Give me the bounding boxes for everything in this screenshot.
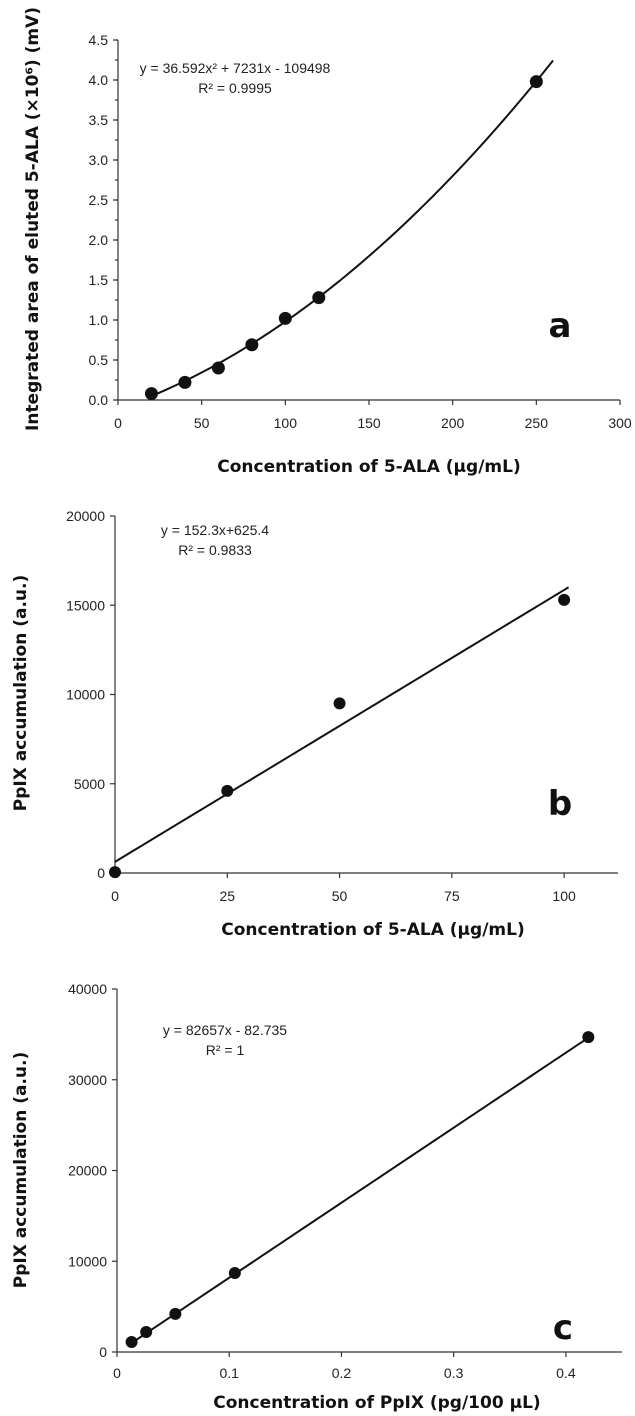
y-tick-label: 3.5 [89,112,109,128]
x-axis-title-c: Concentration of PpIX (pg/100 µL) [213,1393,540,1413]
x-tick-label: 100 [552,888,576,904]
plot-area-a: 0 50 100 150 200 250 300 0.0 0.5 1.0 1.5 2.0 2.5 3.0 3… [89,32,632,431]
chart-panel-b: y = 152.3x+625.4 R² = 0.9833 b Concentra… [0,480,635,960]
r2-b: R² = 0.9833 [178,542,252,558]
data-point [221,784,234,797]
x-axis-title-a: Concentration of 5-ALA (µg/mL) [217,457,521,477]
x-tick-label: 0.1 [219,1365,239,1381]
chart-b-svg: y = 152.3x+625.4 R² = 0.9833 b Concentra… [11,508,618,940]
y-tick-label: 20000 [66,508,105,524]
equation-b: y = 152.3x+625.4 [161,522,269,538]
data-point [278,311,292,325]
y-tick-label: 10000 [68,1253,107,1269]
plot-area-b: 0 25 50 75 100 0 5000 10000 15000 20000 [66,508,618,904]
y-tick-label: 0 [97,865,105,881]
y-tick-label: 4.0 [89,72,109,88]
x-tick-label: 200 [441,415,465,431]
data-point [169,1307,182,1320]
y-tick-label: 1.5 [89,272,109,288]
chart-a-svg: y = 36.592x² + 7231x - 109498 R² = 0.999… [23,7,632,477]
chart-panel-a: y = 36.592x² + 7231x - 109498 R² = 0.999… [0,0,635,480]
panel-letter-b: b [548,784,572,824]
x-tick-label: 50 [194,415,210,431]
trendline [147,59,554,399]
x-tick-label: 50 [332,888,348,904]
y-tick-label: 15000 [66,597,105,613]
x-tick-label: 0.3 [444,1365,464,1381]
data-point [178,375,192,389]
y-axis-title-a: Integrated area of eluted 5-ALA (×10⁶) (… [23,7,43,431]
panel-letter-a: a [549,306,572,346]
data-point [109,866,121,879]
data-point [228,1267,241,1280]
chart-panel-c: y = 82657x - 82.735 R² = 1 c Concentrati… [0,960,635,1416]
y-tick-label: 40000 [68,981,107,997]
data-point [333,697,346,710]
x-tick-label: 25 [219,888,235,904]
chart-c-svg: y = 82657x - 82.735 R² = 1 c Concentrati… [11,981,622,1413]
y-tick-label: 0.5 [89,352,109,368]
x-tick-label: 100 [274,415,298,431]
data-point [140,1326,153,1339]
data-point [312,291,326,305]
data-point [582,1031,595,1044]
panel-letter-c: c [553,1308,573,1348]
y-tick-label: 1.0 [89,312,109,328]
y-tick-label: 30000 [68,1072,107,1088]
data-point [125,1336,138,1349]
y-tick-label: 3.0 [89,152,109,168]
x-tick-label: 0 [114,415,122,431]
x-tick-label: 150 [357,415,381,431]
x-tick-label: 0.4 [556,1365,576,1381]
y-tick-label: 2.0 [89,232,109,248]
y-tick-label: 5000 [74,776,105,792]
y-tick-label: 10000 [66,687,105,703]
y-tick-label: 20000 [68,1163,107,1179]
r2-a: R² = 0.9995 [198,80,272,96]
data-point [144,387,158,401]
trendline [131,1036,589,1344]
y-tick-label: 4.5 [89,32,109,48]
y-axis-title-b: PpIX accumulation (a.u.) [11,575,31,812]
plot-area-c: 0 0.1 0.2 0.3 0.4 0 10000 20000 30000 40000 [68,981,622,1381]
x-tick-label: 0.2 [332,1365,352,1381]
x-tick-label: 0 [111,888,119,904]
data-point [529,75,543,89]
y-tick-label: 0.0 [89,392,109,408]
r2-c: R² = 1 [206,1042,245,1058]
x-tick-label: 75 [444,888,460,904]
trendline [114,586,570,863]
data-point [558,593,571,606]
data-point [211,361,225,375]
y-axis-title-c: PpIX accumulation (a.u.) [11,1052,31,1289]
data-point [245,338,259,352]
x-tick-label: 0 [113,1365,121,1381]
x-axis-title-b: Concentration of 5-ALA (µg/mL) [221,920,525,940]
equation-c: y = 82657x - 82.735 [163,1022,287,1038]
x-tick-label: 300 [608,415,632,431]
y-tick-label: 0 [99,1344,107,1360]
equation-a: y = 36.592x² + 7231x - 109498 [140,60,331,76]
y-tick-label: 2.5 [89,192,109,208]
x-tick-label: 250 [525,415,549,431]
